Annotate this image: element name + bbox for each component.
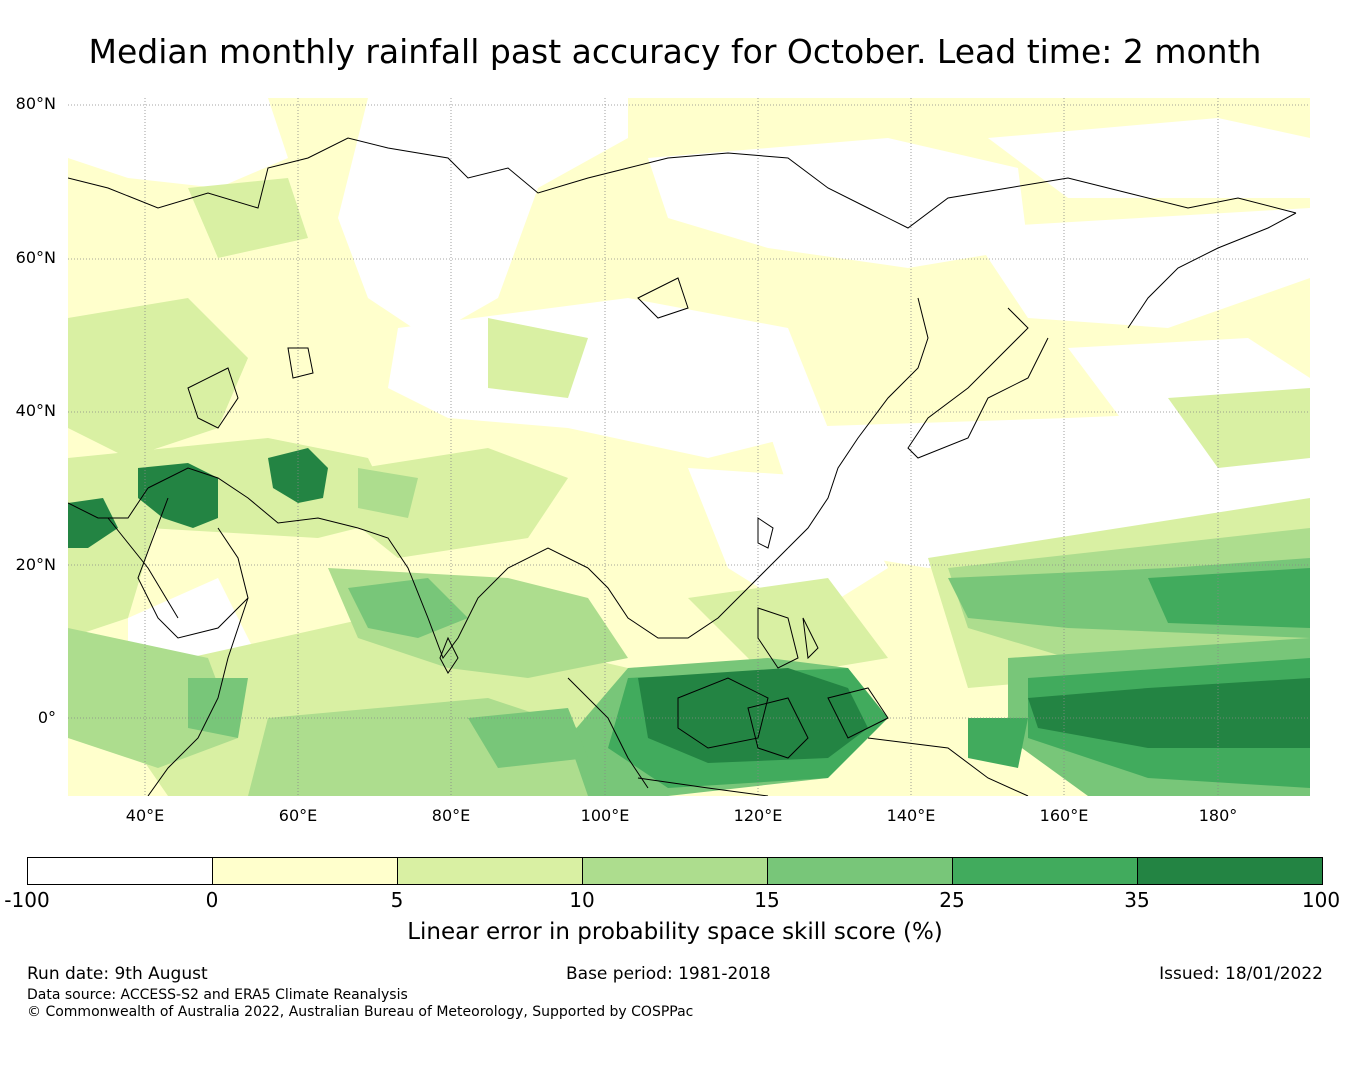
colorbar-segment [583,858,768,884]
colorbar-segment [28,858,213,884]
colorbar-segment [768,858,953,884]
colorbar-tick: 100 [1301,888,1341,912]
negative-skill-areas [68,98,1310,738]
lat-label-20n: 20°N [15,555,56,574]
colorbar-tick: 5 [390,888,404,912]
colorbar-tick: -100 [4,888,50,912]
colorbar-label: Linear error in probability space skill … [407,919,943,945]
lat-label-0: 0° [37,708,56,727]
lon-label-160e: 160°E [1039,806,1089,825]
lon-label-60e: 60°E [278,806,318,825]
lat-label-80n: 80°N [15,94,56,113]
base-period: Base period: 1981-2018 [566,964,771,984]
run-date: Run date: 9th August [27,964,208,984]
coastlines [68,137,1297,796]
colorbar-segment [213,858,398,884]
map-canvas [68,98,1310,796]
lon-label-100e: 100°E [580,806,630,825]
colorbar-tick: 0 [205,888,219,912]
colorbar [27,857,1323,885]
issued-date: Issued: 18/01/2022 [1159,964,1323,984]
map-title: Median monthly rainfall past accuracy fo… [88,32,1262,71]
colorbar-segment [398,858,583,884]
lat-label-40n: 40°N [15,401,56,420]
colorbar-tick: 35 [1124,888,1150,912]
graticule [68,98,1310,796]
lon-label-140e: 140°E [886,806,936,825]
lon-label-180: 180° [1198,806,1238,825]
colorbar-tick: 15 [754,888,780,912]
colorbar-segment [1138,858,1322,884]
data-source: Data source: ACCESS-S2 and ERA5 Climate … [27,987,408,1003]
lat-label-60n: 60°N [15,248,56,267]
colorbar-tick: 25 [939,888,965,912]
colorbar-segment [953,858,1138,884]
lon-label-120e: 120°E [733,806,783,825]
lon-label-80e: 80°E [431,806,471,825]
skill-35-100-areas [68,448,1310,763]
skill-score-map [68,98,1310,796]
colorbar-tick: 10 [569,888,595,912]
copyright: © Commonwealth of Australia 2022, Austra… [27,1004,694,1020]
lon-label-40e: 40°E [125,806,165,825]
